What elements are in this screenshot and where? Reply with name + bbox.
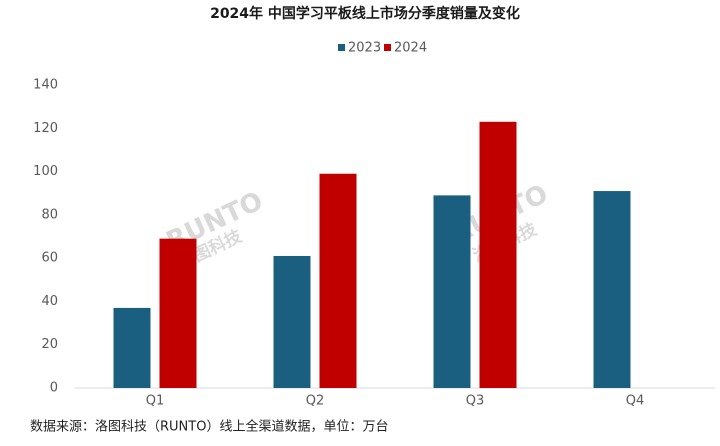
bar	[433, 195, 471, 388]
bar	[479, 121, 517, 389]
x-tick-label: Q4	[626, 394, 645, 409]
y-tick-label: 0	[50, 381, 58, 396]
y-tick-label: 80	[41, 207, 58, 222]
legend-swatch	[384, 44, 391, 51]
x-tick-label: Q1	[146, 394, 165, 409]
legend-swatch	[338, 44, 345, 51]
y-tick-label: 60	[41, 251, 58, 266]
x-tick-label: Q2	[306, 394, 325, 409]
y-tick-label: 100	[33, 164, 58, 179]
bar	[593, 191, 631, 388]
legend-label: 2024	[394, 41, 427, 56]
y-tick-label: 20	[41, 337, 58, 352]
y-tick-label: 40	[41, 294, 58, 309]
bar	[113, 307, 151, 388]
x-tick-label: Q3	[466, 394, 485, 409]
bar	[159, 238, 197, 388]
source-note: 数据来源：洛图科技（RUNTO）线上全渠道数据，单位：万台	[30, 419, 388, 435]
bar	[319, 173, 357, 388]
y-tick-label: 120	[33, 121, 58, 136]
y-tick-label: 140	[33, 78, 58, 93]
legend-label: 2023	[348, 41, 381, 56]
chart-title: 2024年 中国学习平板线上市场分季度销量及变化	[210, 5, 520, 22]
bar	[273, 255, 311, 388]
